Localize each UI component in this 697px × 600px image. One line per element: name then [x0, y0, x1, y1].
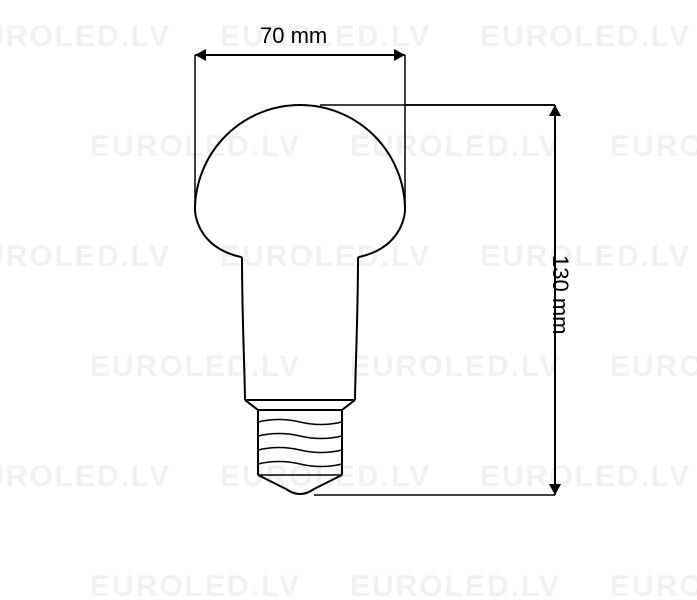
- bulb-dimension-diagram: [0, 0, 697, 600]
- height-dimension-label: 130 mm: [547, 255, 573, 334]
- width-dimension-label: 70 mm: [260, 23, 327, 49]
